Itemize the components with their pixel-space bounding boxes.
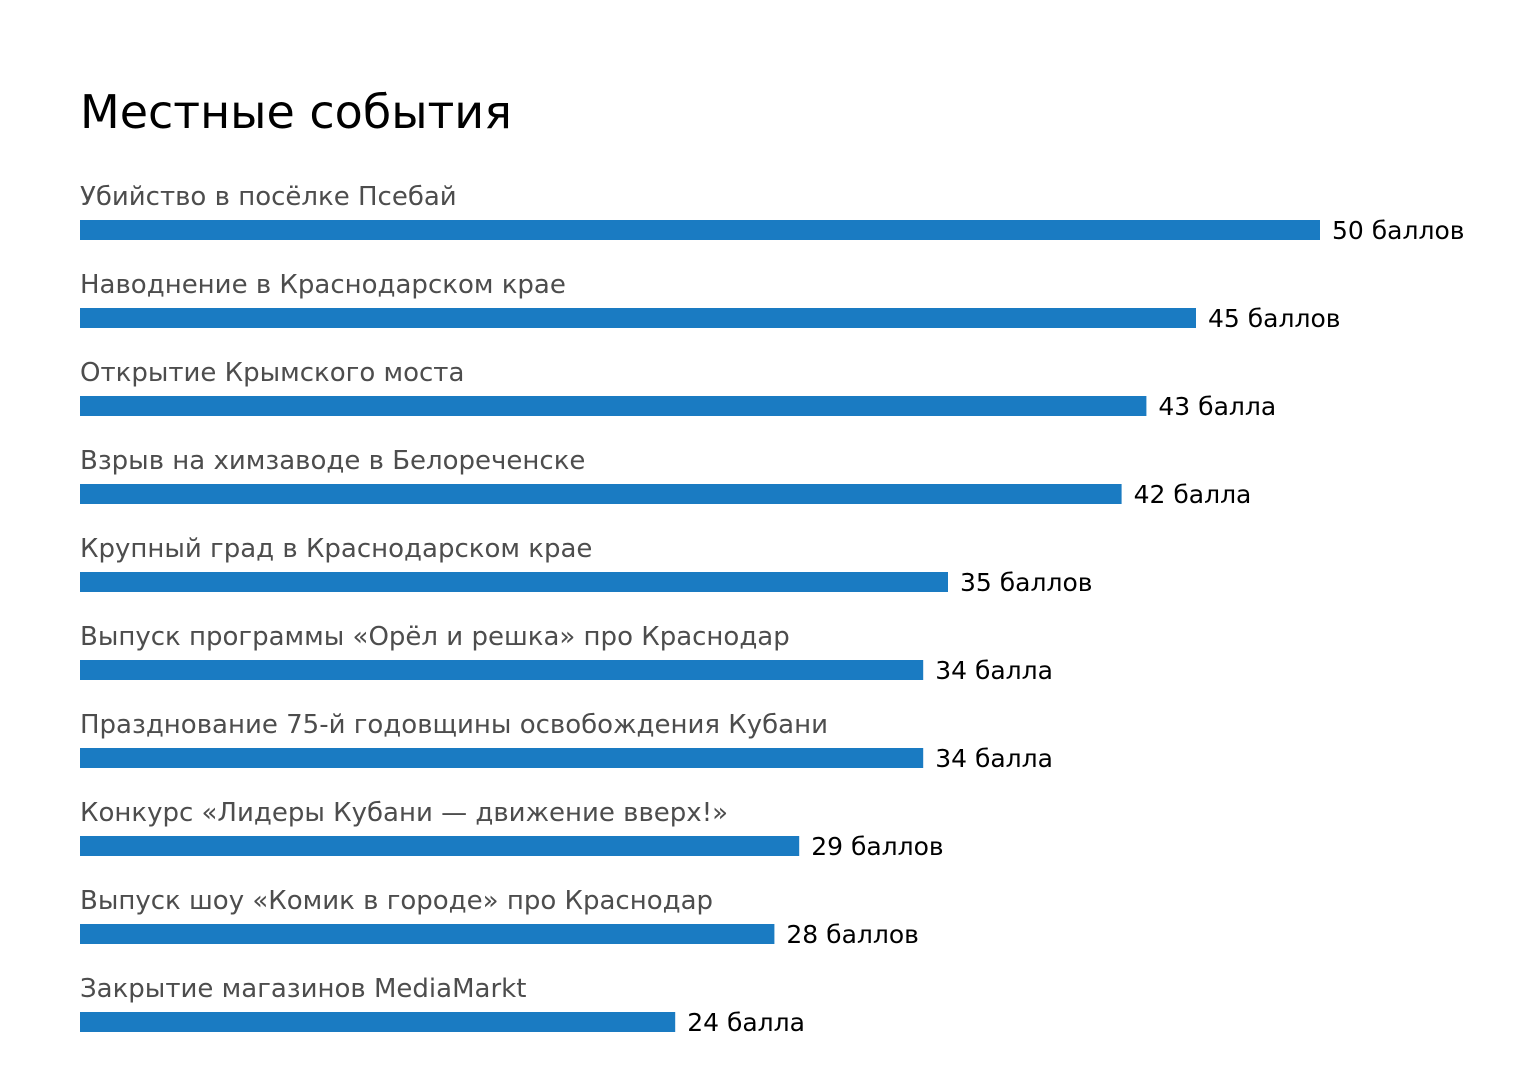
value-label: 29 баллов <box>811 832 943 861</box>
bar <box>80 396 1147 416</box>
value-label: 34 балла <box>935 656 1053 685</box>
bar <box>80 924 775 944</box>
bar <box>80 1012 676 1032</box>
value-label: 50 баллов <box>1332 216 1464 245</box>
category-label: Открытие Крымского моста <box>80 358 464 388</box>
bar-group: Убийство в посёлке Псебай 50 баллов Наводн… <box>80 182 1464 1037</box>
value-label: 34 балла <box>935 744 1053 773</box>
value-label: 43 балла <box>1158 392 1276 421</box>
category-label: Выпуск программы «Орёл и решка» про Крас… <box>80 622 790 652</box>
bar <box>80 836 800 856</box>
chart-title: Местные события <box>80 85 512 139</box>
category-label: Празднование 75-й годовщины освобождения… <box>80 710 828 740</box>
category-label: Убийство в посёлке Псебай <box>80 182 457 212</box>
category-label: Закрытие магазинов MediaMarkt <box>80 974 526 1004</box>
value-label: 42 балла <box>1134 480 1252 509</box>
bar <box>80 484 1122 504</box>
bar <box>80 572 948 592</box>
bar <box>80 220 1320 240</box>
category-label: Взрыв на химзаводе в Белореченске <box>80 446 585 476</box>
value-label: 28 баллов <box>786 920 918 949</box>
category-label: Крупный град в Краснодарском крае <box>80 534 592 564</box>
category-label: Конкурс «Лидеры Кубани — движение вверх!… <box>80 798 728 828</box>
value-label: 24 балла <box>687 1008 805 1037</box>
category-label: Наводнение в Краснодарском крае <box>80 270 566 300</box>
value-label: 35 баллов <box>960 568 1092 597</box>
bar <box>80 748 924 768</box>
bar <box>80 308 1196 328</box>
bar <box>80 660 924 680</box>
value-label: 45 баллов <box>1208 304 1340 333</box>
category-label: Выпуск шоу «Комик в городе» про Краснода… <box>80 886 713 916</box>
